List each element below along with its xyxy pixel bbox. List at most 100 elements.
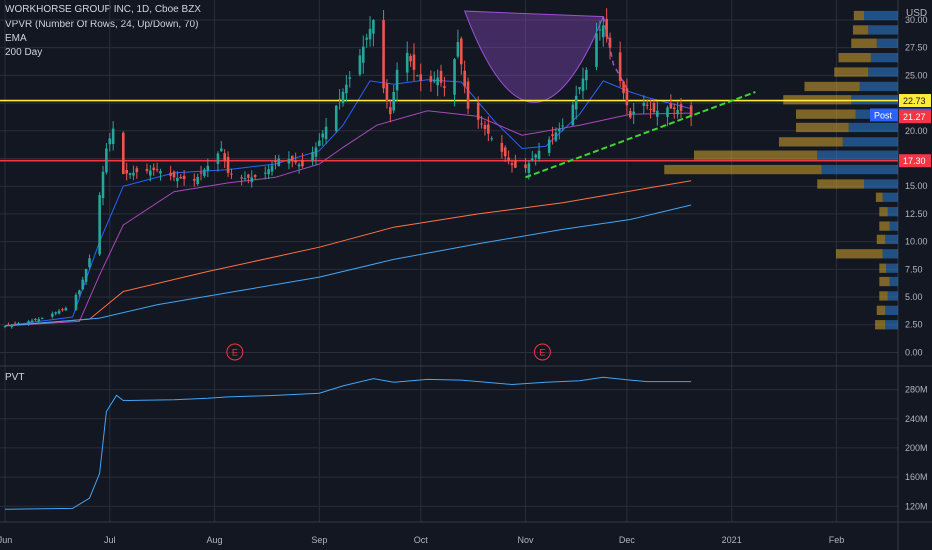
vp-bar-up [864, 179, 898, 189]
ma-line-4 [4, 204, 692, 327]
candle-body [622, 81, 625, 94]
candle-body [155, 169, 159, 171]
earnings-marker [226, 343, 244, 361]
candle-body [503, 147, 507, 157]
cup-pattern [463, 10, 604, 103]
candle-body [10, 324, 14, 327]
time-tick-label: Dec [619, 535, 636, 545]
candle-body [111, 128, 115, 144]
candle-body [176, 177, 179, 182]
candle-body [483, 125, 487, 130]
candle-body [598, 29, 602, 31]
candle-body [385, 83, 389, 102]
pvt-tick-label: 280M [905, 385, 928, 395]
candle-body [618, 52, 622, 81]
vp-bar-up [889, 276, 898, 287]
vp-bar-down [876, 305, 886, 315]
candle-body [223, 153, 226, 161]
candle-body [487, 124, 490, 134]
candle-body [656, 110, 659, 117]
candle-body [466, 81, 470, 109]
candle-body [301, 159, 304, 167]
price-tick-label: 25.00 [905, 70, 928, 80]
candle-body [179, 176, 183, 179]
candle-body [554, 132, 558, 141]
candle-body [108, 138, 112, 145]
candle-body [172, 171, 176, 178]
time-tick-label: Jun [0, 535, 12, 545]
time-tick-label: 2021 [722, 535, 742, 545]
price-tick-label: 5.00 [905, 292, 923, 302]
candle-body [81, 279, 85, 290]
candle-body [534, 154, 537, 158]
candle-body [149, 170, 152, 176]
vp-bar-up [886, 263, 898, 273]
candle-body [382, 20, 385, 89]
pvt-tick-label: 160M [905, 472, 928, 482]
vp-bar-down [838, 52, 871, 63]
candle-body [676, 110, 679, 115]
candle-body [460, 38, 463, 65]
candle-body [263, 172, 267, 174]
price-tick-label: 27.50 [905, 43, 928, 53]
candle-body [632, 111, 635, 115]
pvt-tick-label: 240M [905, 414, 928, 424]
candle-body [243, 178, 247, 180]
candle-body [510, 163, 514, 166]
candle-body [436, 77, 439, 86]
candle-body [389, 107, 392, 115]
candle-body [203, 169, 206, 176]
candle-body [274, 161, 277, 163]
vp-bar-down [879, 276, 890, 287]
price-tag-4 [899, 154, 931, 168]
chart-title: WORKHORSE GROUP INC, 1D, Cboe BZX [5, 4, 201, 15]
candle-body [595, 33, 598, 67]
indicator-200-day: 200 Day [5, 47, 43, 58]
candle-body [571, 104, 575, 126]
time-tick-label: Nov [518, 535, 535, 545]
candle-body [159, 171, 162, 174]
candle-body [456, 42, 460, 57]
price-tick-label: 30.00 [905, 15, 928, 25]
candle-body [88, 258, 91, 268]
candle-body [78, 290, 81, 295]
vp-bar-up [868, 25, 898, 35]
candle-body [679, 104, 683, 111]
candle-body [57, 310, 61, 314]
vp-bar-down [851, 38, 877, 48]
candle-body [334, 105, 338, 132]
candle-body [645, 104, 649, 106]
candle-body [135, 168, 139, 173]
vp-bar-up [885, 320, 898, 330]
candle-body [419, 74, 423, 81]
pvt-label: PVT [5, 372, 25, 383]
candle-body [581, 78, 585, 92]
candle-body [416, 75, 419, 77]
candle-body [152, 167, 156, 171]
candle-body [40, 317, 44, 319]
candle-body [412, 54, 416, 70]
candle-body [365, 37, 368, 40]
candle-body [250, 177, 254, 183]
candle-body [169, 172, 172, 176]
candle-body [226, 156, 230, 173]
candle-body [64, 308, 68, 311]
vp-bar-down [852, 25, 869, 35]
price-tick-label: 0.00 [905, 347, 923, 357]
candle-body [361, 46, 365, 63]
candle-body [294, 160, 297, 163]
candle-body [463, 70, 466, 87]
candle-body [669, 103, 673, 109]
candle-body [17, 323, 20, 325]
vp-bar-up [859, 81, 898, 92]
candle-body [514, 160, 517, 168]
candle-body [649, 108, 652, 110]
candle-body [348, 77, 352, 79]
candle-body [182, 175, 186, 179]
candle-body [122, 132, 125, 175]
price-tick-label: 2.50 [905, 320, 923, 330]
candle-body [297, 164, 301, 167]
time-tick-label: Sep [311, 535, 327, 545]
vp-bar-down [796, 122, 849, 133]
